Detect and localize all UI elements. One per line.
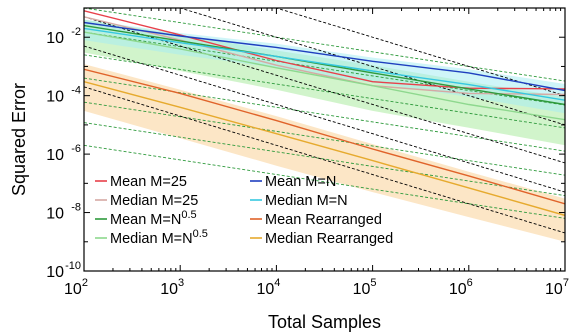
median-m-n-0-5-line (84, 31, 565, 121)
reference-line-6 (84, 122, 565, 197)
legend-label: Median M=25 (110, 193, 198, 209)
legend-label: Median M=N (265, 193, 348, 209)
mean-m-n-line (84, 21, 565, 92)
legend-item-median-m-25: Median M=25 (95, 193, 198, 209)
legend-label: Mean M=N0.5 (110, 209, 197, 228)
reference-line-12 (84, 86, 565, 234)
reference-line-9 (178, 8, 565, 126)
legend-label: Median M=N0.5 (110, 228, 208, 247)
legend-label: Mean M=N (265, 174, 336, 190)
median-rearranged-line (84, 81, 565, 217)
reference-line-3 (84, 54, 565, 129)
reference-line-4 (84, 77, 565, 152)
y-axis-label: Squared Error (9, 83, 29, 196)
plot-frame (83, 7, 566, 272)
legend-label: Mean M=25 (110, 174, 187, 190)
legend-label: Mean Rearranged (265, 212, 382, 228)
legend-item-mean-m-25: Mean M=25 (95, 174, 187, 190)
mean-rearranged-line (84, 68, 565, 205)
median-rearranged-band (84, 64, 565, 242)
legend-item-mean-m-n-0-5: Mean M=N0.5 (95, 209, 197, 228)
reference-line-5 (84, 101, 565, 176)
median-m-n-band (84, 19, 565, 114)
median-m-25-line (84, 16, 565, 96)
reference-line-10 (84, 16, 565, 164)
reference-line-11 (84, 45, 565, 193)
reference-line-7 (84, 144, 565, 219)
median-m-n-line (84, 27, 565, 101)
reference-line-1 (84, 8, 565, 82)
legend-label: Median Rearranged (265, 231, 393, 247)
mean-m-n-0-5-line (84, 24, 565, 106)
legend-item-median-m-n-0-5: Median M=N0.5 (95, 228, 208, 247)
legend-item-median-m-n: Median M=N (250, 193, 348, 209)
legend-item-mean-rearranged: Mean Rearranged (250, 212, 382, 228)
mean-m-25-line (84, 10, 565, 90)
x-axis-label: Total Samples (268, 312, 381, 332)
legend-item-median-rearranged: Median Rearranged (250, 231, 393, 247)
legend-item-mean-m-n: Mean M=N (250, 174, 336, 190)
reference-line-8 (274, 8, 565, 97)
